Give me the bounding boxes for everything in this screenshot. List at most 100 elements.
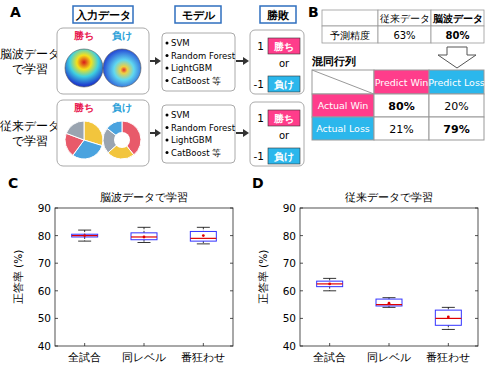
matrix-title: 混同行列 <box>311 55 356 67</box>
whisker <box>203 227 204 231</box>
matrix-cell <box>374 117 429 140</box>
y-tick <box>230 263 233 264</box>
mean <box>447 316 450 319</box>
median <box>190 238 216 239</box>
model-box <box>162 105 235 163</box>
y-axis-label: 正答率 (%) <box>257 250 269 305</box>
outcome-label: 勝ち <box>273 41 294 52</box>
table-header: 脳波データ <box>432 13 483 24</box>
y-tick <box>230 235 233 236</box>
chart-title: 従来データで学習 <box>345 191 433 204</box>
whisker-cap <box>78 241 91 242</box>
header-box <box>73 6 133 23</box>
outcome-value: -1 <box>254 150 264 162</box>
outcome-label: 負け <box>274 151 294 163</box>
outcome-label: 負け <box>274 79 294 91</box>
table-row-label: 予測精度 <box>330 30 370 41</box>
box <box>131 233 157 240</box>
y-tick <box>475 235 478 236</box>
x-tick-label: 同レベル <box>367 351 411 363</box>
y-tick <box>300 235 303 236</box>
y-axis-label: 正答率 (%) <box>12 250 24 305</box>
x-tick <box>144 343 145 346</box>
y-tick-label: 70 <box>283 257 296 269</box>
box <box>190 231 216 241</box>
mean <box>328 283 331 286</box>
or: or <box>279 130 290 141</box>
bullet <box>166 54 169 57</box>
y-tick <box>230 346 233 347</box>
y-tick <box>230 318 233 319</box>
output-box <box>250 30 304 94</box>
model-name: CatBoost 等 <box>171 76 221 86</box>
median <box>131 236 157 237</box>
pie-icon <box>66 121 84 140</box>
y-tick <box>300 346 303 347</box>
whisker <box>84 230 85 234</box>
whisker-cap <box>78 230 91 231</box>
x-tick-label: 全試合 <box>68 351 101 363</box>
y-tick-label: 70 <box>38 257 51 269</box>
y-tick <box>55 263 58 264</box>
x-tick-label: 番狂わせ <box>426 351 470 363</box>
model-name: Random Forest <box>171 51 236 61</box>
mean <box>83 234 86 237</box>
down-arrow <box>438 47 476 68</box>
whisker-cap <box>383 297 396 298</box>
whisker <box>84 237 85 241</box>
y-tick <box>300 290 303 291</box>
y-tick <box>475 318 478 319</box>
bullet <box>166 151 169 154</box>
win-label: 勝ち <box>73 102 94 113</box>
model-name: LightGBM <box>171 135 212 145</box>
x-tick <box>389 343 390 346</box>
matrix-header: Predict Loss <box>428 77 485 88</box>
y-tick-label: 60 <box>283 285 296 297</box>
x-tick-label: 同レベル <box>122 351 166 363</box>
row-name: で学習 <box>12 134 48 148</box>
outcome-box <box>268 76 300 92</box>
whisker <box>448 325 449 329</box>
y-tick <box>300 318 303 319</box>
y-tick <box>55 208 58 209</box>
model-name: LightGBM <box>171 63 212 73</box>
table-cell <box>431 10 484 26</box>
whisker-cap <box>323 278 336 279</box>
bullet <box>166 67 169 70</box>
whisker-cap <box>197 243 210 244</box>
y-tick-label: 90 <box>38 202 51 214</box>
arrow <box>236 60 244 62</box>
matrix-corner <box>312 70 374 94</box>
loss-label: 負け <box>112 102 132 114</box>
table-header: 従来データ <box>380 13 430 24</box>
y-tick-label: 90 <box>283 202 296 214</box>
mean <box>143 236 146 239</box>
x-tick-label: 全試合 <box>313 351 346 363</box>
plot-frame <box>300 208 478 346</box>
whisker-cap <box>138 242 151 243</box>
x-tick-label: 番狂わせ <box>181 351 225 363</box>
bullet <box>166 126 169 129</box>
model-name: Random Forest <box>171 123 236 133</box>
model-box <box>162 33 235 91</box>
row-name: で学習 <box>12 62 48 76</box>
matrix-header: Predict Win <box>375 77 429 88</box>
y-tick <box>55 235 58 236</box>
y-tick-label: 50 <box>283 312 296 324</box>
panel-label: D <box>252 175 264 191</box>
outcome-box <box>268 38 300 54</box>
y-tick-label: 60 <box>38 285 51 297</box>
box <box>376 299 402 306</box>
outcome-value: -1 <box>254 78 264 90</box>
arrow-head <box>243 57 249 65</box>
x-tick <box>84 343 85 346</box>
row-name: 脳波データ <box>0 47 60 61</box>
bullet <box>166 114 169 117</box>
matrix-diagonal <box>312 70 374 94</box>
y-tick <box>475 208 478 209</box>
y-tick <box>230 290 233 291</box>
arrow-head <box>155 57 161 65</box>
donut-hole <box>114 132 130 148</box>
y-tick <box>55 318 58 319</box>
y-tick <box>300 208 303 209</box>
